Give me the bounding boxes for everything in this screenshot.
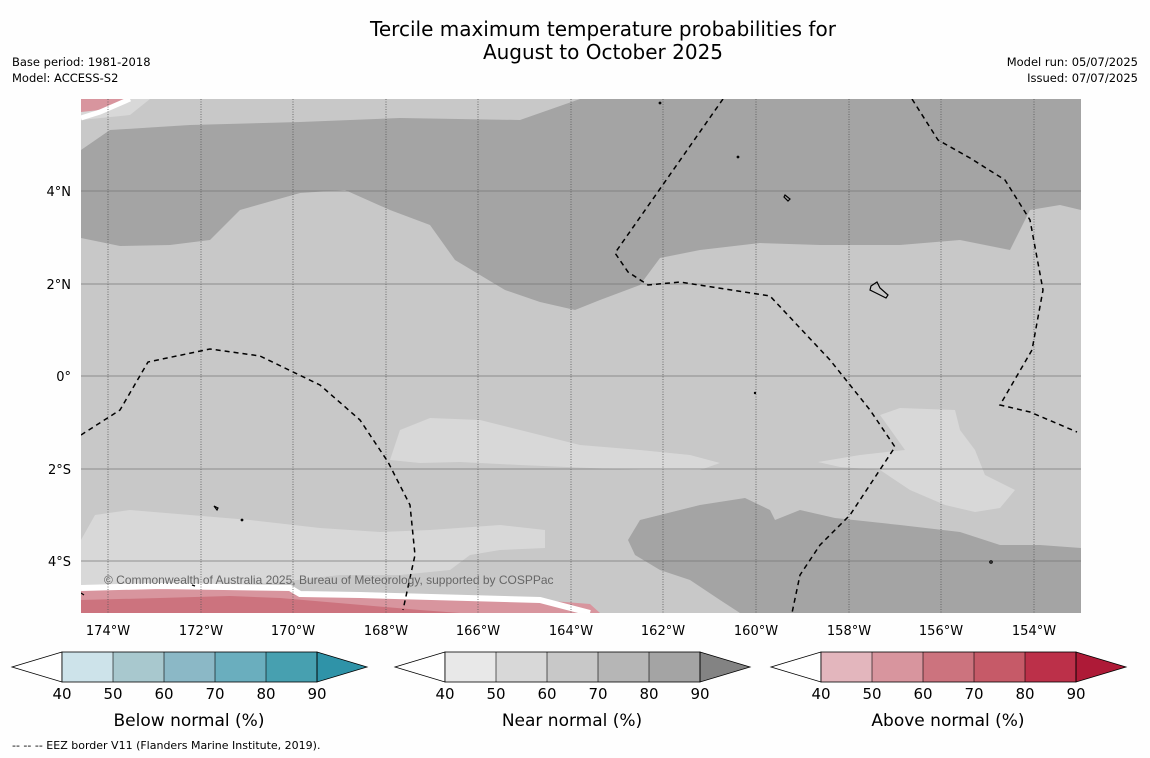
colorbar-high-extension — [1075, 651, 1128, 683]
cb-tick: 40 — [435, 685, 454, 703]
colorbar-near-normal — [393, 651, 752, 683]
colorbar-ticks: 40 50 60 70 80 90 40 50 60 70 80 90 40 5… — [52, 685, 1085, 703]
colorbar-above-normal — [769, 651, 1128, 683]
colorbar-low-extension — [769, 651, 822, 683]
meta-left: Base period: 1981-2018 Model: ACCESS-S2 — [12, 54, 151, 86]
colorbar-segment — [974, 652, 1025, 682]
lat-label: 2°S — [48, 463, 71, 478]
meta-right: Model run: 05/07/2025 Issued: 07/07/2025 — [1007, 54, 1138, 86]
near-normal-label: Near normal (%) — [502, 711, 642, 731]
cb-tick: 50 — [862, 685, 881, 703]
near-normal-70-80-region — [628, 498, 1081, 613]
above-normal-label: Above normal (%) — [871, 711, 1024, 731]
cb-tick: 50 — [103, 685, 122, 703]
colorbar-high-extension — [699, 651, 752, 683]
grid-lines — [107, 99, 1035, 613]
colorbar-low-extension — [393, 651, 446, 683]
lon-label: 174°W — [86, 624, 130, 639]
land-border — [81, 582, 591, 613]
latitude-lines — [81, 190, 1081, 562]
cb-tick: 50 — [486, 685, 505, 703]
cb-tick: 80 — [639, 685, 658, 703]
lon-label: 172°W — [179, 624, 223, 639]
colorbar-low-extension — [10, 651, 63, 683]
colorbar-segment — [164, 652, 215, 682]
lat-label: 4°S — [48, 555, 71, 570]
colorbar-segment — [598, 652, 649, 682]
longitude-labels: 174°W 172°W 170°W 168°W 166°W 164°W 162°… — [86, 624, 1056, 639]
lon-label: 168°W — [364, 624, 408, 639]
colorbar-below-normal — [10, 651, 369, 683]
near-normal-50-60-region — [818, 408, 1015, 512]
cb-tick: 70 — [205, 685, 224, 703]
colorbar-segment — [266, 652, 317, 682]
eez-borders — [81, 99, 1078, 613]
cb-tick: 80 — [256, 685, 275, 703]
above-normal-50-60-region — [81, 99, 125, 112]
colorbar-segment — [547, 652, 598, 682]
lon-label: 156°W — [919, 624, 963, 639]
cb-tick: 90 — [1066, 685, 1085, 703]
cb-tick: 70 — [964, 685, 983, 703]
cb-tick: 40 — [811, 685, 830, 703]
cb-tick: 60 — [913, 685, 932, 703]
lon-label: 164°W — [549, 624, 593, 639]
lat-label: 0° — [56, 370, 71, 385]
above-normal-60-70-region — [81, 596, 460, 613]
lat-label: 2°N — [47, 278, 72, 293]
map-title: Tercile maximum temperature probabilitie… — [0, 18, 1150, 64]
model-run-text: Model run: 05/07/2025 — [1006, 55, 1138, 69]
cb-tick: 90 — [307, 685, 326, 703]
colorbar-segment — [215, 652, 266, 682]
colorbar-segment — [1025, 652, 1076, 682]
cb-tick: 60 — [154, 685, 173, 703]
near-normal-50-60-region — [81, 510, 545, 588]
lat-label: 4°N — [47, 185, 72, 200]
cb-tick: 70 — [588, 685, 607, 703]
copyright-text: © Commonwealth of Australia 2025, Bureau… — [104, 573, 554, 587]
colorbar-segment — [923, 652, 974, 682]
lon-label: 162°W — [641, 624, 685, 639]
lon-label: 170°W — [271, 624, 315, 639]
issued-text: Issued: 07/07/2025 — [1027, 71, 1138, 85]
colorbar-segment — [113, 652, 164, 682]
model-text: Model: ACCESS-S2 — [12, 71, 119, 85]
islands — [81, 101, 993, 596]
cb-tick: 80 — [1015, 685, 1034, 703]
latitude-labels: 4°N 2°N 0° 2°S 4°S — [47, 185, 72, 570]
title-line-1: Tercile maximum temperature probabilitie… — [370, 17, 836, 41]
colorbar-segment — [821, 652, 872, 682]
land-border — [81, 99, 131, 121]
title-line-2: August to October 2025 — [482, 40, 724, 64]
colorbar-segment — [496, 652, 547, 682]
colorbar-labels: Below normal (%) Near normal (%) Above n… — [114, 711, 1025, 731]
lon-label: 158°W — [827, 624, 871, 639]
base-period-text: Base period: 1981-2018 — [12, 55, 151, 69]
cb-tick: 40 — [52, 685, 71, 703]
cb-tick: 90 — [690, 685, 709, 703]
below-normal-label: Below normal (%) — [114, 711, 265, 731]
colorbar-segment — [872, 652, 923, 682]
colorbar-segment — [649, 652, 700, 682]
cb-tick: 60 — [537, 685, 556, 703]
lon-label: 154°W — [1012, 624, 1056, 639]
near-normal-50-60-region — [390, 418, 720, 470]
colorbar-high-extension — [316, 651, 369, 683]
probability-field — [81, 99, 1081, 613]
colorbar-segment — [445, 652, 496, 682]
lon-label: 160°W — [734, 624, 778, 639]
lon-label: 166°W — [456, 624, 500, 639]
eez-footnote: -- -- -- EEZ border V11 (Flanders Marine… — [12, 739, 321, 752]
near-normal-70-80-region — [81, 99, 1081, 310]
colorbar-segment — [62, 652, 113, 682]
